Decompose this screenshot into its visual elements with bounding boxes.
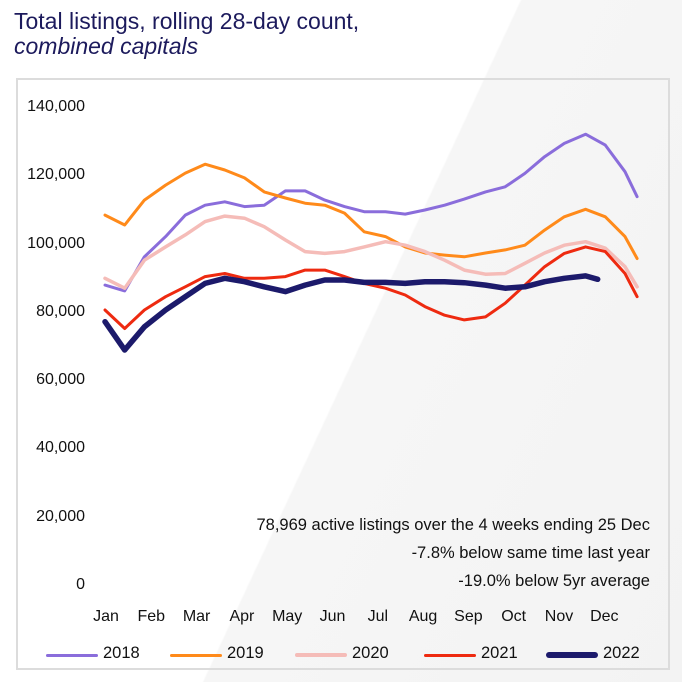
- series-line-2018: [103, 132, 639, 293]
- legend-swatch-2021: [424, 653, 476, 657]
- series-line-2019: [103, 162, 639, 260]
- title-main: Total listings, rolling 28-day count,: [14, 8, 360, 34]
- x-tick-label: May: [272, 608, 303, 625]
- y-tick-label: 40,000: [36, 439, 85, 457]
- x-tick-label: Jun: [319, 608, 346, 625]
- x-tick-label: Mar: [182, 608, 211, 625]
- x-tick-label: Apr: [229, 608, 255, 625]
- legend-label-2020: 2020: [352, 644, 389, 662]
- x-tick-label: Aug: [408, 608, 438, 625]
- x-tick-label: Jul: [367, 608, 389, 625]
- y-tick-label: 80,000: [36, 302, 85, 320]
- series-line-2020: [103, 214, 639, 290]
- chart-title: Total listings, rolling 28-day count, co…: [14, 9, 359, 59]
- annotation-5yr: -19.0% below 5yr average: [458, 572, 650, 590]
- title-subtitle: combined capitals: [14, 33, 199, 59]
- legend-swatch-2019: [170, 653, 222, 657]
- x-tick-label: Oct: [501, 608, 527, 625]
- x-tick-label: Nov: [544, 608, 574, 625]
- y-tick-label: 60,000: [36, 371, 85, 389]
- legend-swatch-2018: [46, 653, 98, 657]
- annotation-listings: 78,969 active listings over the 4 weeks …: [256, 516, 651, 534]
- y-tick-label: 100,000: [27, 234, 85, 252]
- legend-label-2022: 2022: [603, 644, 640, 662]
- x-tick-label: Feb: [137, 608, 166, 625]
- legend-swatch-2020: [295, 653, 347, 657]
- chart-frame: [16, 78, 670, 670]
- legend-label-2019: 2019: [227, 644, 264, 662]
- y-tick-label: 140,000: [27, 97, 85, 115]
- series-line-2021: [103, 245, 639, 330]
- x-tick-label: Jan: [93, 608, 119, 625]
- series-line-2022: [102, 273, 601, 353]
- y-tick-label: 20,000: [36, 507, 85, 525]
- legend-label-2018: 2018: [103, 644, 140, 662]
- y-tick-label: 0: [76, 576, 85, 593]
- legend-label-2021: 2021: [481, 644, 518, 662]
- annotation-yoy: -7.8% below same time last year: [411, 544, 650, 562]
- legend-swatch-2022: [546, 652, 598, 658]
- y-tick-label: 120,000: [27, 166, 85, 184]
- x-tick-label: Dec: [590, 608, 619, 625]
- x-tick-label: Sep: [454, 608, 483, 625]
